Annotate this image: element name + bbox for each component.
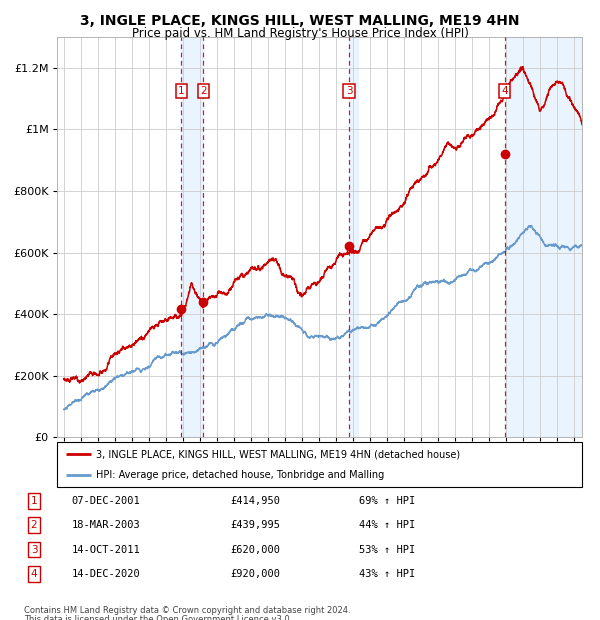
Text: 4: 4 [502, 86, 508, 96]
Text: 2: 2 [31, 520, 37, 530]
Text: 14-DEC-2020: 14-DEC-2020 [71, 569, 140, 579]
Text: 14-OCT-2011: 14-OCT-2011 [71, 544, 140, 554]
Text: 43% ↑ HPI: 43% ↑ HPI [359, 569, 415, 579]
Text: 18-MAR-2003: 18-MAR-2003 [71, 520, 140, 530]
Text: 53% ↑ HPI: 53% ↑ HPI [359, 544, 415, 554]
Text: 3: 3 [346, 86, 352, 96]
Text: 2: 2 [200, 86, 206, 96]
Bar [505, 37, 582, 437]
Text: Price paid vs. HM Land Registry's House Price Index (HPI): Price paid vs. HM Land Registry's House … [131, 27, 469, 40]
Text: 69% ↑ HPI: 69% ↑ HPI [359, 496, 415, 506]
Text: 1: 1 [31, 496, 37, 506]
Bar [181, 37, 203, 437]
Bar [349, 37, 358, 437]
Text: 07-DEC-2001: 07-DEC-2001 [71, 496, 140, 506]
Text: £620,000: £620,000 [230, 544, 280, 554]
Text: £414,950: £414,950 [230, 496, 280, 506]
Text: £920,000: £920,000 [230, 569, 280, 579]
Text: 3: 3 [31, 544, 37, 554]
Text: Contains HM Land Registry data © Crown copyright and database right 2024.: Contains HM Land Registry data © Crown c… [24, 606, 350, 616]
Text: 3, INGLE PLACE, KINGS HILL, WEST MALLING, ME19 4HN: 3, INGLE PLACE, KINGS HILL, WEST MALLING… [80, 14, 520, 28]
Text: 3, INGLE PLACE, KINGS HILL, WEST MALLING, ME19 4HN (detached house): 3, INGLE PLACE, KINGS HILL, WEST MALLING… [97, 449, 461, 459]
Text: HPI: Average price, detached house, Tonbridge and Malling: HPI: Average price, detached house, Tonb… [97, 469, 385, 480]
Text: This data is licensed under the Open Government Licence v3.0.: This data is licensed under the Open Gov… [24, 615, 292, 620]
Text: 44% ↑ HPI: 44% ↑ HPI [359, 520, 415, 530]
Text: £439,995: £439,995 [230, 520, 280, 530]
Text: 4: 4 [31, 569, 37, 579]
Text: 1: 1 [178, 86, 185, 96]
